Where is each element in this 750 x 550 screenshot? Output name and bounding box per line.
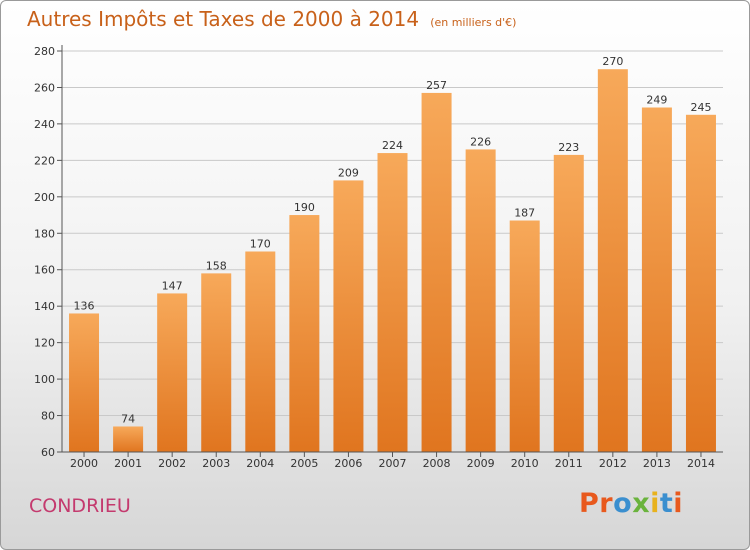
x-axis-ticks: 2000 2001 2002 2003 2004 2005 2006 2007 2008 2009… (70, 452, 715, 470)
bar (289, 215, 320, 452)
y-axis-ticks: 60 80 100 120 140 160 180 200 220 240 260 280 (34, 45, 62, 459)
y-tick-label: 200 (34, 191, 55, 204)
bar-value-label: 245 (690, 101, 711, 114)
bar-value-label: 270 (602, 55, 623, 68)
bar-value-label: 190 (294, 201, 315, 214)
bar (245, 251, 276, 452)
bars (69, 69, 716, 453)
y-tick-label: 260 (34, 81, 55, 94)
bar-value-label: 158 (206, 259, 227, 272)
bar-value-label: 226 (470, 135, 491, 148)
logo-letter: i (650, 488, 660, 519)
x-tick-label: 2001 (114, 457, 142, 470)
title-text: Autres Impôts et Taxes de 2000 à 2014 (27, 7, 420, 31)
logo-letter: i (673, 488, 684, 519)
y-tick-label: 280 (34, 45, 55, 58)
x-tick-label: 2005 (290, 457, 318, 470)
logo-letter: r (599, 488, 614, 519)
bar-value-label: 147 (162, 279, 183, 292)
title-unit: (en milliers d'€) (430, 16, 517, 29)
x-tick-label: 2009 (467, 457, 495, 470)
bar (113, 426, 144, 452)
bar (69, 313, 100, 452)
x-tick-label: 2004 (246, 457, 274, 470)
bar (641, 107, 672, 452)
x-tick-label: 2007 (379, 457, 407, 470)
chart-title: Autres Impôts et Taxes de 2000 à 2014 (e… (27, 7, 516, 31)
bar (377, 153, 408, 452)
bar (333, 180, 364, 452)
bar (201, 273, 232, 452)
proxiti-logo: Proxiti (579, 488, 683, 519)
bar-value-label: 136 (74, 299, 95, 312)
bar-value-label: 74 (121, 412, 135, 425)
logo-letter: x (632, 488, 651, 519)
x-tick-label: 2012 (599, 457, 627, 470)
bar (465, 149, 496, 452)
y-tick-label: 180 (34, 227, 55, 240)
x-tick-label: 2011 (555, 457, 583, 470)
bar (157, 293, 188, 452)
y-tick-label: 240 (34, 118, 55, 131)
bar-value-label: 249 (646, 94, 667, 107)
bar (597, 69, 628, 453)
x-tick-label: 2013 (643, 457, 671, 470)
y-tick-label: 120 (34, 337, 55, 350)
y-tick-label: 160 (34, 264, 55, 277)
x-tick-label: 2003 (202, 457, 230, 470)
commune-name: CONDRIEU (29, 495, 131, 517)
bar (509, 220, 540, 452)
y-tick-label: 140 (34, 300, 55, 313)
data-labels: 136 74 147 158 170 190 209 224 257 226 187 223 270 24… (74, 55, 712, 425)
logo-letter: P (579, 488, 600, 519)
y-tick-label: 80 (41, 410, 55, 423)
x-tick-label: 2014 (687, 457, 715, 470)
x-tick-label: 2010 (511, 457, 539, 470)
y-tick-label: 60 (41, 446, 55, 459)
x-tick-label: 2002 (158, 457, 186, 470)
bar (685, 114, 716, 452)
y-tick-label: 220 (34, 154, 55, 167)
x-tick-label: 2006 (334, 457, 362, 470)
x-tick-label: 2000 (70, 457, 98, 470)
bar-value-label: 223 (558, 141, 579, 154)
y-tick-label: 100 (34, 373, 55, 386)
bar-value-label: 187 (514, 207, 535, 220)
bar-value-label: 257 (426, 79, 447, 92)
x-tick-label: 2008 (423, 457, 451, 470)
logo-letter: o (613, 488, 633, 519)
axes (61, 45, 723, 453)
bar-value-label: 170 (250, 238, 271, 251)
bar-value-label: 224 (382, 139, 403, 152)
bar-value-label: 209 (338, 166, 359, 179)
bar (421, 92, 452, 452)
logo-letter: t (659, 488, 674, 519)
bar (553, 154, 584, 453)
